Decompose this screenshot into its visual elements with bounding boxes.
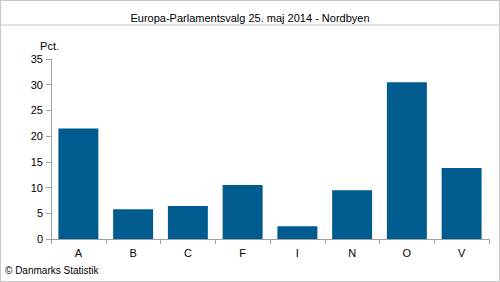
svg-text:25: 25: [31, 104, 43, 116]
svg-text:N: N: [348, 247, 356, 259]
svg-text:15: 15: [31, 156, 43, 168]
svg-text:10: 10: [31, 182, 43, 194]
svg-text:B: B: [129, 247, 136, 259]
svg-text:30: 30: [31, 79, 43, 91]
svg-text:F: F: [239, 247, 246, 259]
svg-text:© Danmarks Statistik: © Danmarks Statistik: [5, 265, 100, 276]
svg-text:5: 5: [37, 207, 43, 219]
svg-text:A: A: [75, 247, 83, 259]
svg-text:20: 20: [31, 130, 43, 142]
svg-text:I: I: [296, 247, 299, 259]
svg-text:0: 0: [37, 233, 43, 245]
svg-text:35: 35: [31, 53, 43, 65]
svg-text:O: O: [403, 247, 412, 259]
svg-text:V: V: [458, 247, 466, 259]
svg-text:Europa-Parlamentsvalg 25. maj: Europa-Parlamentsvalg 25. maj 2014 - Nor…: [130, 12, 369, 24]
svg-text:Pct.: Pct.: [40, 40, 59, 52]
svg-text:C: C: [184, 247, 192, 259]
